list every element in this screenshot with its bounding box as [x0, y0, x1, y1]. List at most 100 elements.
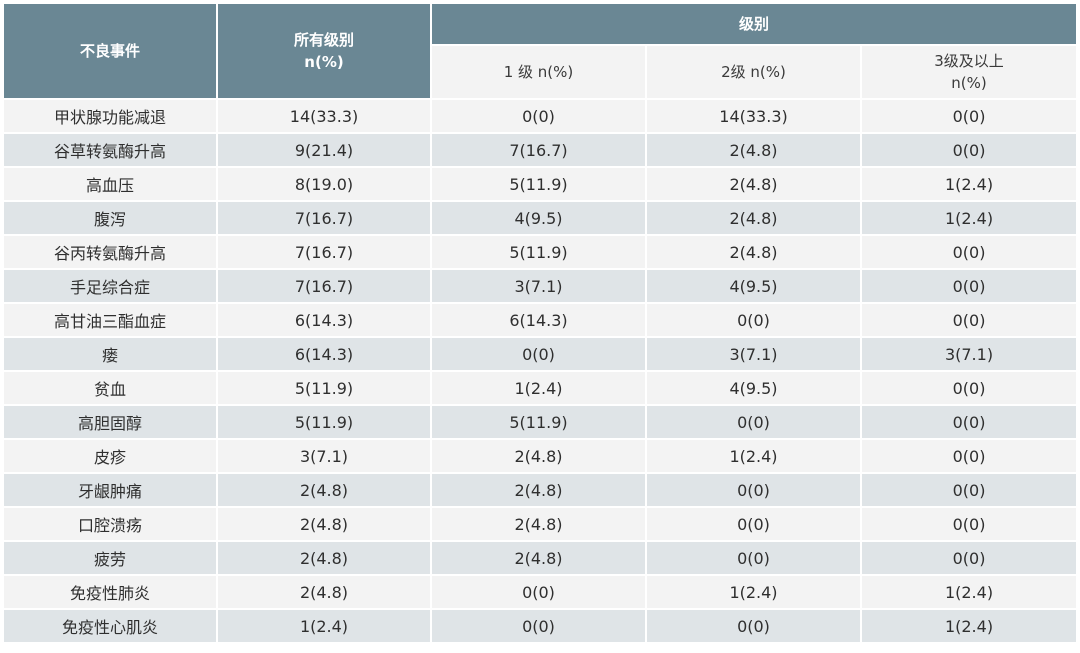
cell-grade-1: 5(11.9) — [430, 166, 647, 202]
cell-grade-2: 0(0) — [645, 472, 862, 508]
cell-grade-3-plus: 3(7.1) — [859, 336, 1079, 372]
header-grade-3-plus: 3级及以上 n(%) — [859, 44, 1079, 100]
cell-adverse-event: 免疫性肺炎 — [2, 574, 218, 610]
cell-grade-3-plus: 1(2.4) — [859, 200, 1079, 236]
cell-grade-3-plus: 0(0) — [859, 98, 1079, 134]
cell-grade-3-plus: 0(0) — [859, 234, 1079, 270]
table-row: 贫血 5(11.9) 1(2.4) 4(9.5) 0(0) — [2, 370, 1079, 406]
cell-grade-3-plus: 0(0) — [859, 404, 1079, 440]
cell-grade-1: 4(9.5) — [430, 200, 647, 236]
cell-all-grades: 2(4.8) — [216, 506, 432, 542]
cell-all-grades: 2(4.8) — [216, 574, 432, 610]
cell-grade-1: 0(0) — [430, 336, 647, 372]
cell-grade-3-plus: 1(2.4) — [859, 608, 1079, 644]
table-body: 甲状腺功能减退 14(33.3) 0(0) 14(33.3) 0(0) 谷草转氨酶升高 9(… — [2, 98, 1079, 644]
table-row: 免疫性肺炎 2(4.8) 0(0) 1(2.4) 1(2.4) — [2, 574, 1079, 610]
cell-grade-2: 2(4.8) — [645, 234, 862, 270]
table-row: 疲劳 2(4.8) 2(4.8) 0(0) 0(0) — [2, 540, 1079, 576]
cell-all-grades: 6(14.3) — [216, 336, 432, 372]
cell-grade-1: 2(4.8) — [430, 438, 647, 474]
cell-grade-3-plus: 0(0) — [859, 438, 1079, 474]
cell-all-grades: 9(21.4) — [216, 132, 432, 168]
cell-grade-2: 0(0) — [645, 302, 862, 338]
cell-grade-2: 4(9.5) — [645, 268, 862, 304]
cell-grade-1: 2(4.8) — [430, 472, 647, 508]
cell-all-grades: 5(11.9) — [216, 370, 432, 406]
cell-grade-1: 5(11.9) — [430, 404, 647, 440]
header-grade-group: 级别 — [429, 2, 1079, 46]
cell-all-grades: 14(33.3) — [216, 98, 432, 134]
cell-grade-2: 14(33.3) — [645, 98, 862, 134]
cell-grade-3-plus: 0(0) — [859, 370, 1079, 406]
cell-all-grades: 2(4.8) — [216, 472, 432, 508]
table-row: 高胆固醇 5(11.9) 5(11.9) 0(0) 0(0) — [2, 404, 1079, 440]
header-adverse-event: 不良事件 — [2, 2, 218, 100]
cell-grade-3-plus: 0(0) — [859, 302, 1079, 338]
cell-adverse-event: 甲状腺功能减退 — [2, 98, 218, 134]
cell-grade-2: 3(7.1) — [645, 336, 862, 372]
cell-adverse-event: 牙龈肿痛 — [2, 472, 218, 508]
cell-grade-3-plus: 0(0) — [859, 132, 1079, 168]
table-row: 甲状腺功能减退 14(33.3) 0(0) 14(33.3) 0(0) — [2, 98, 1079, 134]
cell-adverse-event: 腹泻 — [2, 200, 218, 236]
cell-grade-1: 6(14.3) — [430, 302, 647, 338]
table-row: 免疫性心肌炎 1(2.4) 0(0) 0(0) 1(2.4) — [2, 608, 1079, 644]
cell-grade-1: 5(11.9) — [430, 234, 647, 270]
header-grade-2: 2级 n(%) — [645, 44, 862, 100]
table-row: 瘘 6(14.3) 0(0) 3(7.1) 3(7.1) — [2, 336, 1079, 372]
cell-grade-1: 0(0) — [430, 98, 647, 134]
cell-grade-2: 0(0) — [645, 608, 862, 644]
cell-grade-1: 2(4.8) — [430, 540, 647, 576]
table-row: 口腔溃疡 2(4.8) 2(4.8) 0(0) 0(0) — [2, 506, 1079, 542]
header-all-grades: 所有级别 n(%) — [216, 2, 432, 100]
cell-grade-2: 0(0) — [645, 540, 862, 576]
table-row: 高甘油三酯血症 6(14.3) 6(14.3) 0(0) 0(0) — [2, 302, 1079, 338]
cell-grade-2: 1(2.4) — [645, 438, 862, 474]
cell-grade-2: 2(4.8) — [645, 166, 862, 202]
cell-grade-1: 2(4.8) — [430, 506, 647, 542]
cell-grade-2: 1(2.4) — [645, 574, 862, 610]
cell-adverse-event: 瘘 — [2, 336, 218, 372]
cell-all-grades: 7(16.7) — [216, 234, 432, 270]
header-grade-1: 1 级 n(%) — [430, 44, 647, 100]
cell-grade-2: 0(0) — [645, 404, 862, 440]
cell-adverse-event: 谷丙转氨酶升高 — [2, 234, 218, 270]
cell-all-grades: 5(11.9) — [216, 404, 432, 440]
cell-all-grades: 2(4.8) — [216, 540, 432, 576]
cell-grade-1: 1(2.4) — [430, 370, 647, 406]
cell-adverse-event: 高血压 — [2, 166, 218, 202]
cell-all-grades: 7(16.7) — [216, 200, 432, 236]
cell-all-grades: 1(2.4) — [216, 608, 432, 644]
cell-adverse-event: 免疫性心肌炎 — [2, 608, 218, 644]
cell-adverse-event: 高胆固醇 — [2, 404, 218, 440]
table-row: 腹泻 7(16.7) 4(9.5) 2(4.8) 1(2.4) — [2, 200, 1079, 236]
cell-grade-1: 7(16.7) — [430, 132, 647, 168]
cell-adverse-event: 手足综合症 — [2, 268, 218, 304]
cell-adverse-event: 口腔溃疡 — [2, 506, 218, 542]
cell-grade-1: 0(0) — [430, 574, 647, 610]
cell-all-grades: 8(19.0) — [216, 166, 432, 202]
table-row: 谷丙转氨酶升高 7(16.7) 5(11.9) 2(4.8) 0(0) — [2, 234, 1079, 270]
cell-grade-3-plus: 0(0) — [859, 472, 1079, 508]
table-row: 牙龈肿痛 2(4.8) 2(4.8) 0(0) 0(0) — [2, 472, 1079, 508]
cell-grade-1: 3(7.1) — [430, 268, 647, 304]
cell-all-grades: 3(7.1) — [216, 438, 432, 474]
cell-grade-3-plus: 0(0) — [859, 506, 1079, 542]
cell-adverse-event: 疲劳 — [2, 540, 218, 576]
cell-grade-3-plus: 1(2.4) — [859, 166, 1079, 202]
cell-all-grades: 7(16.7) — [216, 268, 432, 304]
cell-adverse-event: 贫血 — [2, 370, 218, 406]
cell-grade-2: 2(4.8) — [645, 200, 862, 236]
cell-grade-2: 0(0) — [645, 506, 862, 542]
cell-grade-1: 0(0) — [430, 608, 647, 644]
cell-all-grades: 6(14.3) — [216, 302, 432, 338]
table-row: 手足综合症 7(16.7) 3(7.1) 4(9.5) 0(0) — [2, 268, 1079, 304]
cell-grade-3-plus: 1(2.4) — [859, 574, 1079, 610]
cell-grade-3-plus: 0(0) — [859, 268, 1079, 304]
cell-grade-2: 2(4.8) — [645, 132, 862, 168]
cell-grade-3-plus: 0(0) — [859, 540, 1079, 576]
table-row: 谷草转氨酶升高 9(21.4) 7(16.7) 2(4.8) 0(0) — [2, 132, 1079, 168]
cell-grade-2: 4(9.5) — [645, 370, 862, 406]
